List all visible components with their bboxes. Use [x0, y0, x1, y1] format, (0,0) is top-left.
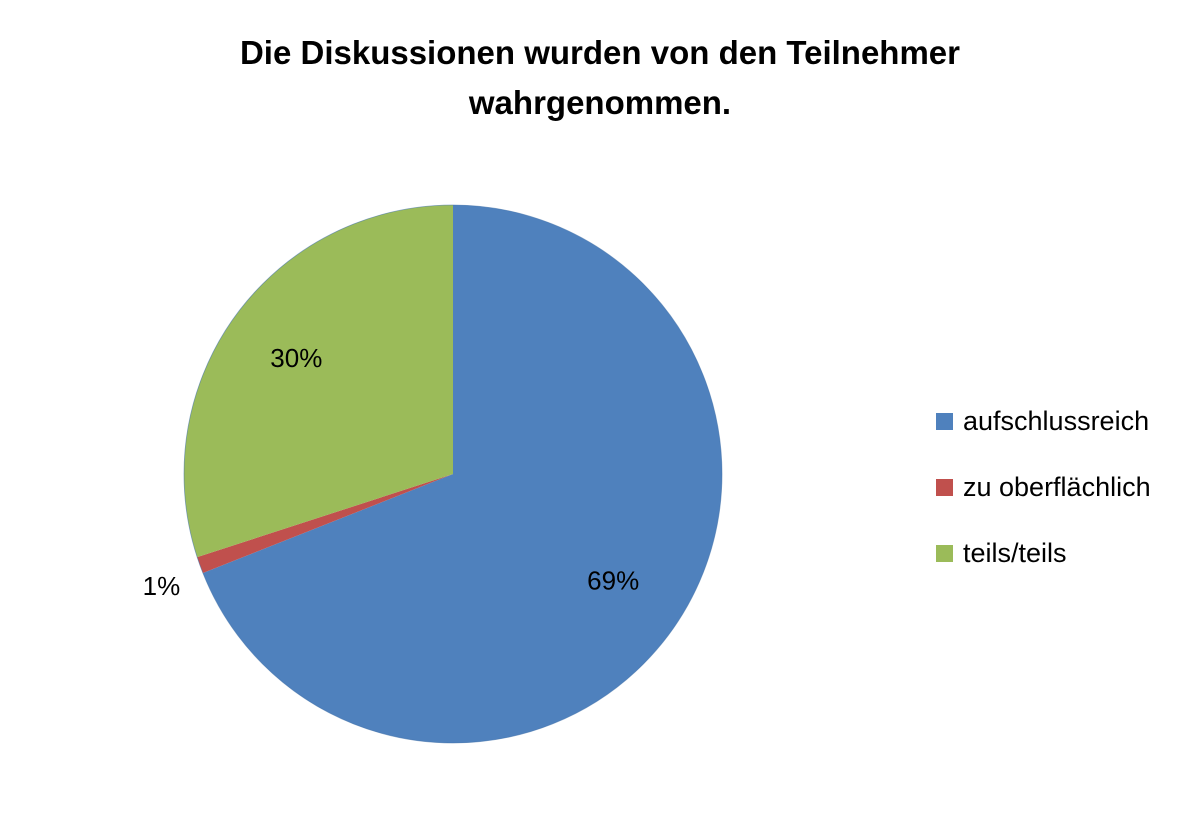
legend-swatch	[936, 544, 953, 562]
pie-slice-teils-teils	[184, 205, 454, 558]
legend-swatch	[936, 412, 953, 430]
legend: aufschlussreich zu oberflächlich teils/t…	[936, 388, 1151, 586]
legend-label: aufschlussreich	[963, 405, 1150, 436]
legend-swatch	[936, 478, 953, 496]
legend-item-aufschlussreich: aufschlussreich	[936, 388, 1151, 454]
legend-label: teils/teils	[963, 537, 1067, 568]
pie-slices	[183, 204, 723, 744]
chart-title-line-1: Die Diskussionen wurden von den Teilnehm…	[239, 34, 961, 71]
pie-outline	[183, 204, 723, 744]
pie-slice-aufschlussreich	[202, 205, 723, 743]
pie-data-label-teils-teils: 30%	[270, 343, 322, 373]
legend-item-zu-oberflaechlich: zu oberflächlich	[936, 454, 1151, 520]
pie-slice-zu-oberflaechlich	[197, 474, 453, 574]
pie-data-label-aufschlussreich: 69%	[587, 566, 639, 596]
legend-label: zu oberflächlich	[963, 471, 1151, 502]
pie-data-labels: 69% 1% 30%	[143, 343, 640, 601]
legend-item-teils-teils: teils/teils	[936, 520, 1151, 586]
chart-title: Die Diskussionen wurden von den Teilnehm…	[100, 28, 1100, 128]
chart-title-line-2: wahrgenommen.	[468, 84, 732, 121]
pie-data-label-zu-oberflaechlich: 1%	[143, 571, 181, 601]
